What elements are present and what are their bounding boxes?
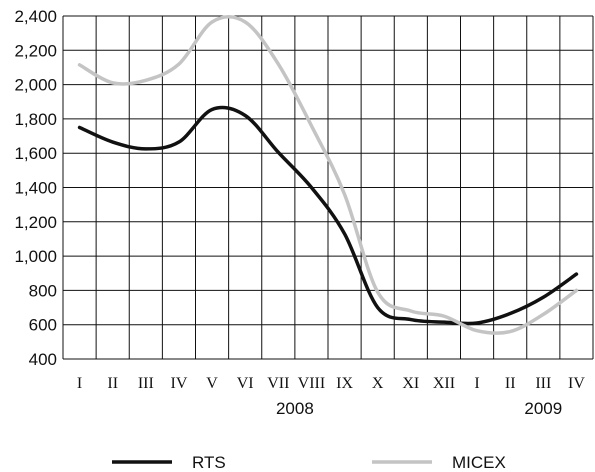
x-tick-label: V	[206, 375, 218, 392]
y-tick-label: 600	[29, 316, 57, 335]
series-line-micex	[77, 15, 579, 335]
x-tick-label: III	[138, 375, 154, 392]
year-label: 2008	[276, 399, 314, 418]
x-tick-label: VI	[237, 375, 254, 392]
grid	[62, 15, 594, 360]
x-tick-label: XII	[433, 375, 455, 392]
y-tick-label: 1,800	[14, 110, 57, 129]
y-tick-label: 400	[29, 350, 57, 369]
x-tick-label: VII	[267, 375, 289, 392]
x-tick-label: II	[107, 375, 118, 392]
x-tick-label: X	[372, 375, 384, 392]
x-tick-label: IV	[170, 375, 187, 392]
x-tick-label: XI	[402, 375, 419, 392]
year-label: 2009	[524, 399, 562, 418]
y-tick-label: 800	[29, 281, 57, 300]
y-axis-ticks: 2,400 2,200 2,000 1,800 1,600 1,400 1,200 1,000…	[14, 7, 57, 369]
legend-label-micex: MICEX	[452, 453, 506, 472]
x-tick-label: I	[474, 375, 479, 392]
y-tick-label: 2,000	[14, 76, 57, 95]
x-tick-label: I	[77, 375, 82, 392]
y-tick-label: 1,400	[14, 179, 57, 198]
y-tick-label: 2,200	[14, 41, 57, 60]
x-tick-label: IX	[336, 375, 353, 392]
y-tick-label: 1,600	[14, 144, 57, 163]
x-tick-label: III	[535, 375, 551, 392]
legend-label-rts: RTS	[192, 453, 226, 472]
series-line-rts	[77, 105, 579, 326]
x-tick-label: VIII	[298, 375, 326, 392]
y-tick-label: 1,000	[14, 247, 57, 266]
y-tick-label: 2,400	[14, 7, 57, 26]
x-tick-label: II	[505, 375, 516, 392]
x-tick-label: IV	[568, 375, 585, 392]
y-tick-label: 1,200	[14, 213, 57, 232]
series-lines	[77, 15, 579, 335]
legend: RTS MICEX	[112, 453, 506, 472]
